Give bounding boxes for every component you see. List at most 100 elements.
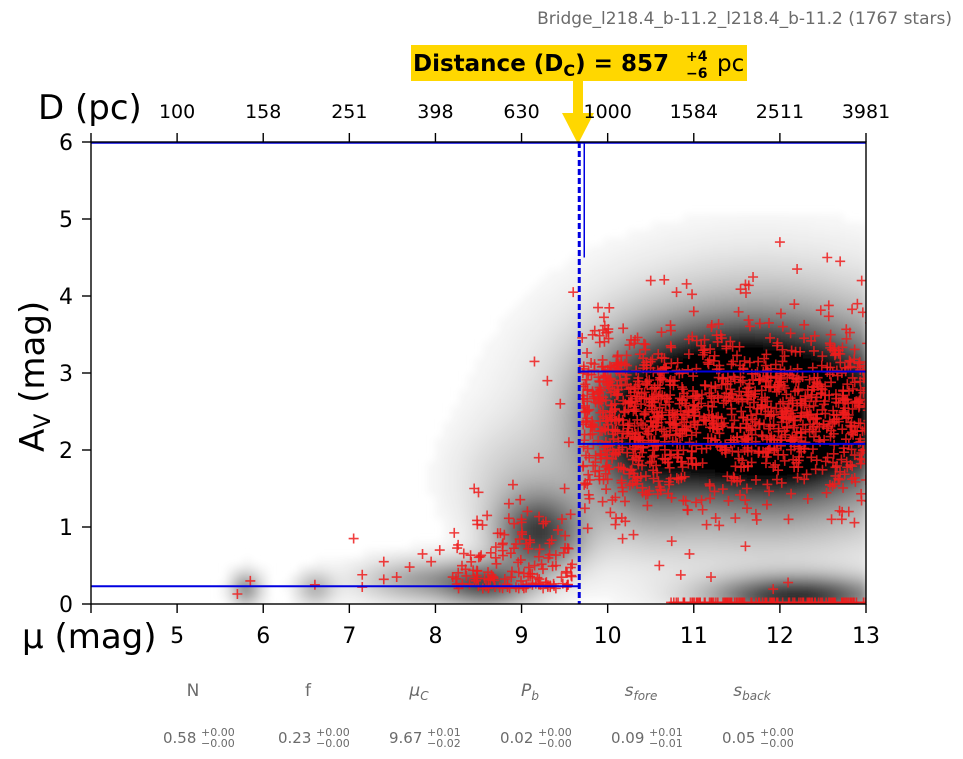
density-cell <box>755 550 764 559</box>
star-marker <box>710 513 721 524</box>
density-cell <box>771 534 780 543</box>
density-cell <box>499 454 508 463</box>
star-marker <box>662 457 673 468</box>
density-cell <box>723 430 732 439</box>
star-marker <box>618 464 629 475</box>
density-cell <box>651 326 660 335</box>
density-cell <box>627 510 636 519</box>
star-marker <box>711 424 722 435</box>
star-marker <box>773 449 784 460</box>
density-cell <box>475 542 484 551</box>
density-cell <box>363 574 372 583</box>
density-cell <box>371 550 380 559</box>
density-cell <box>715 526 724 535</box>
star-marker <box>687 289 698 300</box>
star-marker <box>837 506 848 517</box>
star-marker <box>656 327 667 338</box>
star-marker <box>671 287 682 298</box>
density-cell <box>587 318 596 327</box>
density-cell <box>835 310 844 319</box>
density-cell <box>731 590 740 599</box>
density-cell <box>635 302 644 311</box>
density-cell <box>651 518 660 527</box>
density-cell <box>819 582 828 591</box>
density-cell <box>819 446 828 455</box>
density-cell <box>659 326 668 335</box>
density-cell <box>859 486 866 495</box>
star-marker <box>665 375 676 386</box>
density-cell <box>643 518 652 527</box>
density-cell <box>539 446 548 455</box>
density-cell <box>739 246 748 255</box>
density-cell <box>771 454 780 463</box>
density-cell <box>515 462 524 471</box>
density-cell <box>803 462 812 471</box>
density-cell <box>827 278 836 287</box>
density-cell <box>611 302 620 311</box>
density-cell <box>547 502 556 511</box>
density-cell <box>635 286 644 295</box>
density-cell <box>483 382 492 391</box>
density-cell <box>699 598 708 604</box>
star-marker <box>673 474 684 485</box>
density-cell <box>227 598 236 604</box>
density-cell <box>307 566 316 575</box>
density-cell <box>699 438 708 447</box>
density-cell <box>851 566 860 575</box>
density-cell <box>483 486 492 495</box>
parameter-minus: −0.00 <box>201 737 235 750</box>
density-cell <box>499 590 508 599</box>
density-cell <box>835 326 844 335</box>
density-cell <box>627 390 636 399</box>
density-cell <box>491 510 500 519</box>
density-cell <box>771 550 780 559</box>
star-marker <box>544 549 555 560</box>
star-marker <box>846 474 857 485</box>
density-cell <box>619 502 628 511</box>
density-cell <box>611 542 620 551</box>
density-cell <box>507 398 516 407</box>
density-cell <box>467 446 476 455</box>
density-cell <box>659 262 668 271</box>
density-cell <box>843 318 852 327</box>
density-cell <box>723 502 732 511</box>
star-marker <box>775 308 786 319</box>
density-cell <box>611 270 620 279</box>
density-cell <box>715 286 724 295</box>
star-marker <box>612 351 623 362</box>
density-cell <box>563 374 572 383</box>
density-cell <box>547 342 556 351</box>
density-cell <box>515 406 524 415</box>
density-cell <box>571 414 580 423</box>
density-cell <box>715 542 724 551</box>
density-cell <box>483 518 492 527</box>
density-cell <box>843 254 852 263</box>
density-cell <box>483 598 492 604</box>
star-marker <box>600 395 611 406</box>
density-cell <box>659 222 668 231</box>
star-marker <box>760 458 771 469</box>
density-cell <box>747 478 756 487</box>
star-marker <box>594 376 605 387</box>
star-marker <box>507 479 518 490</box>
density-cell <box>795 470 804 479</box>
density-cell <box>507 518 516 527</box>
density-cell <box>811 582 820 591</box>
density-cell <box>547 494 556 503</box>
density-cell <box>699 446 708 455</box>
density-cell <box>531 374 540 383</box>
density-cell <box>803 590 812 599</box>
density-cell <box>379 550 388 559</box>
density-cell <box>699 294 708 303</box>
density-cell <box>619 598 628 604</box>
star-marker <box>666 358 677 369</box>
density-cell <box>571 550 580 559</box>
density-cell <box>683 486 692 495</box>
density-cell <box>795 214 804 223</box>
density-cell <box>635 558 644 567</box>
density-cell <box>555 358 564 367</box>
density-cell <box>467 414 476 423</box>
density-cell <box>803 214 812 223</box>
density-cell <box>851 334 860 343</box>
density-cell <box>691 286 700 295</box>
